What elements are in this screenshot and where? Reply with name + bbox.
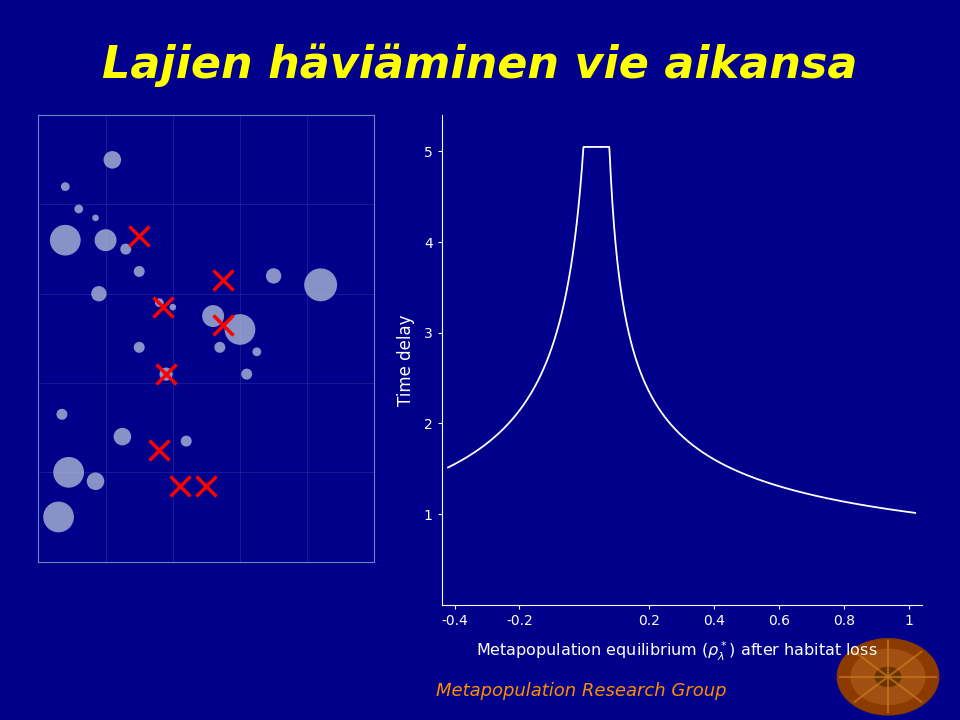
Polygon shape [852,649,924,704]
Point [71,203,86,215]
Text: Metapopulation equilibrium ($\rho_\lambda^*$) after habitat loss: Metapopulation equilibrium ($\rho_\lambd… [476,640,877,663]
Point [212,341,228,353]
Point [118,243,133,255]
Point [179,436,194,447]
Point [58,181,73,192]
Text: Lajien häviäminen vie aikansa: Lajien häviäminen vie aikansa [103,43,857,86]
Point [115,431,131,442]
Point [165,302,180,313]
Polygon shape [876,667,900,686]
Point [239,369,254,380]
Point [152,297,167,308]
Point [132,341,147,353]
Point [61,467,76,478]
Point [132,266,147,277]
Point [158,369,174,380]
Point [313,279,328,291]
Point [98,235,113,246]
Point [91,288,107,300]
Point [105,154,120,166]
Point [266,270,281,282]
Point [51,511,66,523]
Text: Metapopulation Research Group: Metapopulation Research Group [436,683,726,700]
Point [250,346,265,358]
Point [58,235,73,246]
Y-axis label: Time delay: Time delay [397,314,416,406]
Polygon shape [837,639,939,715]
Point [205,310,221,322]
Point [54,408,70,420]
Point [232,324,248,336]
Point [88,475,104,487]
Point [88,212,104,224]
